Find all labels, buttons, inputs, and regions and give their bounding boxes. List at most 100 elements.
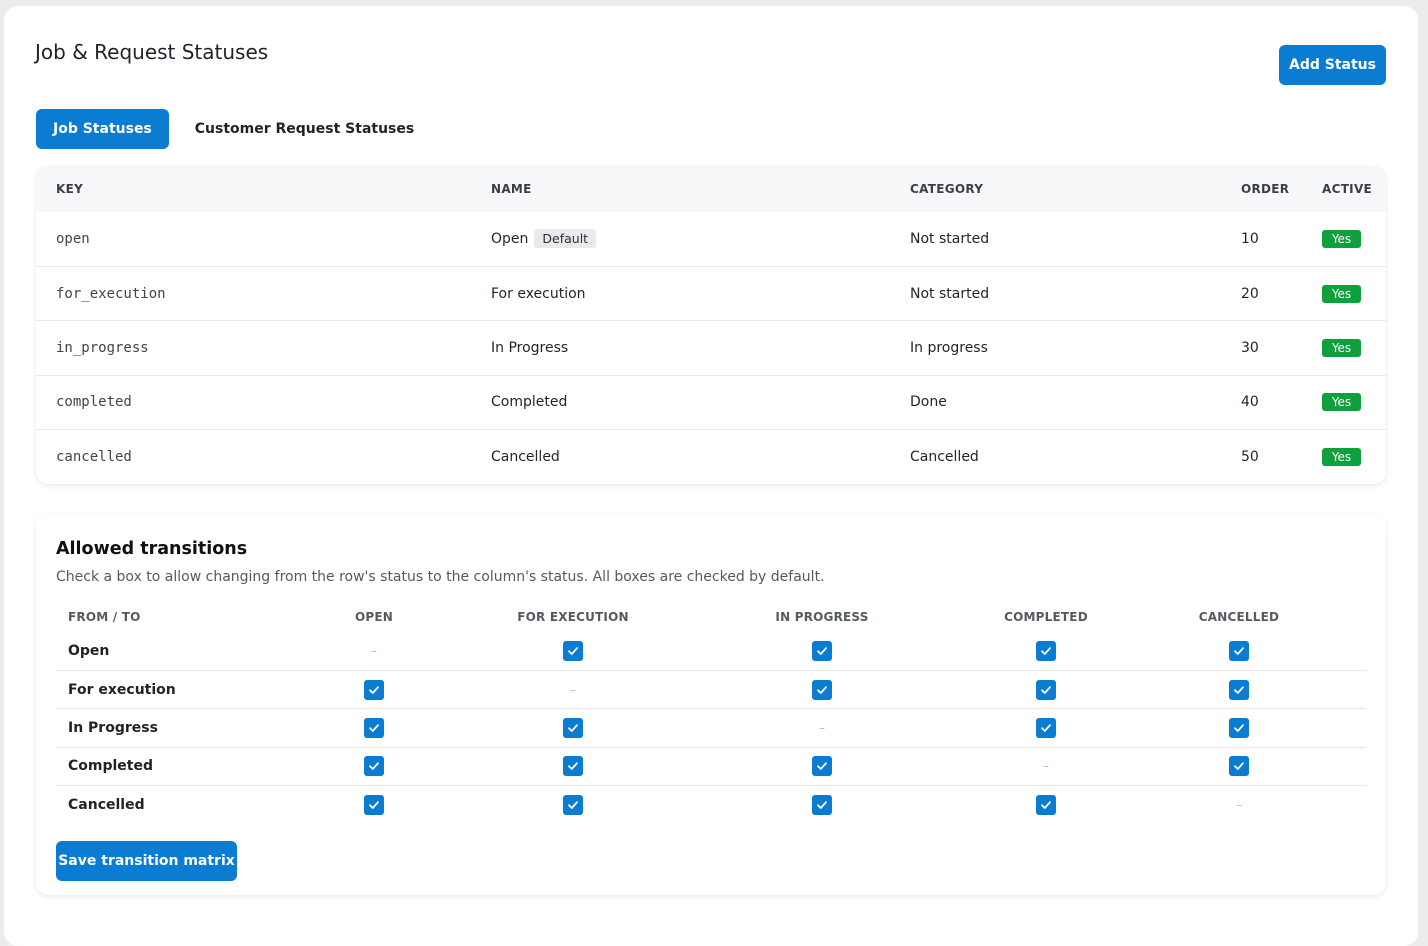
transition-checkbox-cancelled[interactable] [1229,756,1249,777]
self-transition-placeholder: – [371,643,377,658]
transition-checkbox-completed[interactable] [1036,679,1056,700]
matrix-header-in-progress: IN PROGRESS [775,610,869,624]
status-active-cell: Yes [1302,266,1386,320]
matrix-cell [664,786,980,824]
matrix-cell [482,786,664,824]
matrix-cell [980,670,1112,708]
add-status-button[interactable]: Add Status [1279,45,1386,85]
status-order: 20 [1241,285,1259,302]
self-transition-placeholder: – [1236,798,1242,812]
status-row: open Open Default Not started 10 Yes [36,212,1386,266]
transition-checkbox-for-execution[interactable] [563,795,583,815]
status-active-cell: Yes [1302,375,1386,429]
status-name: Open [491,231,529,248]
column-header-category: CATEGORY [910,182,984,196]
status-name: In Progress [491,339,569,356]
matrix-cell [980,632,1112,670]
matrix-cell [266,786,482,824]
status-row: cancelled Cancelled Cancelled 50 Yes [36,429,1386,484]
matrix-row: In Progress – [56,708,1366,747]
matrix-row: Cancelled – [56,785,1366,824]
status-order: 40 [1241,394,1259,411]
status-table-header: KEY NAME CATEGORY ORDER ACTIVE [36,166,1386,212]
active-badge: Yes [1322,229,1361,248]
status-name-cell: Cancelled [471,430,890,484]
matrix-row: Completed – [56,747,1366,785]
transition-checkbox-in-progress[interactable] [812,795,832,815]
self-transition-placeholder: – [1043,759,1049,774]
matrix-cell [980,709,1112,747]
status-row: completed Completed Done 40 Yes [36,375,1386,429]
matrix-cell [266,670,482,708]
transition-checkbox-for-execution[interactable] [563,640,583,661]
transition-checkbox-completed[interactable] [1036,717,1056,738]
transition-checkbox-completed[interactable] [1036,795,1056,815]
transition-checkbox-open[interactable] [364,679,384,700]
status-active-cell: Yes [1302,212,1386,266]
transition-matrix: FROM / TO OPEN FOR EXECUTION IN PROGRESS… [56,602,1366,824]
transition-checkbox-completed[interactable] [1036,640,1056,661]
matrix-header-open: OPEN [354,610,394,624]
matrix-cell [266,709,482,747]
matrix-header-from-to: FROM / TO [68,610,141,624]
status-name: For execution [491,285,586,302]
transitions-title: Allowed transitions [56,539,248,559]
tab-job-statuses[interactable]: Job Statuses [36,109,169,149]
transition-checkbox-cancelled[interactable] [1229,679,1249,700]
matrix-cell [1112,747,1366,785]
status-category: Cancelled [910,449,979,465]
status-category: Done [910,394,947,411]
self-transition-placeholder: – [819,720,825,735]
status-active-cell: Yes [1302,321,1386,375]
status-row: in_progress In Progress In progress 30 Yes [36,320,1386,375]
matrix-cell [664,747,980,785]
matrix-row-label: For execution [68,681,176,698]
matrix-header-completed: COMPLETED [1004,610,1088,624]
status-name-cell: Completed [471,375,890,429]
active-badge: Yes [1322,284,1361,303]
matrix-cell [980,786,1112,824]
matrix-cell [266,747,482,785]
matrix-cell [1112,632,1366,670]
status-name: Completed [491,394,568,411]
status-order: 30 [1241,339,1259,356]
status-active-cell: Yes [1302,430,1386,484]
transition-checkbox-open[interactable] [364,756,384,777]
transition-checkbox-in-progress[interactable] [812,679,832,700]
matrix-cell [482,709,664,747]
status-order: 10 [1241,230,1259,247]
column-header-name: NAME [491,182,532,196]
active-badge: Yes [1322,393,1361,412]
self-transition-placeholder: – [570,682,576,697]
matrix-cell [482,632,664,670]
transition-checkbox-cancelled[interactable] [1229,640,1249,661]
status-key: in_progress [56,339,149,356]
status-name-cell: In Progress [471,321,890,375]
tab-customer-request-statuses[interactable]: Customer Request Statuses [178,109,431,149]
status-table-card: KEY NAME CATEGORY ORDER ACTIVE open Open D… [36,166,1386,484]
default-badge: Default [534,229,597,249]
transition-checkbox-open[interactable] [364,717,384,738]
status-tabs: Job Statuses Customer Request Statuses [36,109,431,149]
transition-checkbox-cancelled[interactable] [1229,717,1249,738]
matrix-row-label: In Progress [68,719,158,736]
status-category: In progress [910,339,988,356]
matrix-cell [1112,670,1366,708]
transition-checkbox-for-execution[interactable] [563,717,583,738]
transitions-subtitle: Check a box to allow changing from the r… [56,569,825,585]
transition-checkbox-in-progress[interactable] [812,640,832,661]
matrix-cell: – [664,709,980,747]
matrix-row-label: Cancelled [68,797,145,813]
status-name: Cancelled [491,449,560,465]
matrix-row: Open – [56,632,1366,670]
transition-checkbox-in-progress[interactable] [812,756,832,777]
column-header-key: KEY [56,182,84,196]
save-transition-matrix-button[interactable]: Save transition matrix [56,841,237,881]
transition-checkbox-open[interactable] [364,795,384,815]
status-key: open [56,230,90,247]
transition-checkbox-for-execution[interactable] [563,756,583,777]
status-name-cell: Open Default [471,212,890,266]
column-header-active: ACTIVE [1322,182,1373,196]
matrix-cell: – [980,747,1112,785]
matrix-cell: – [266,632,482,670]
